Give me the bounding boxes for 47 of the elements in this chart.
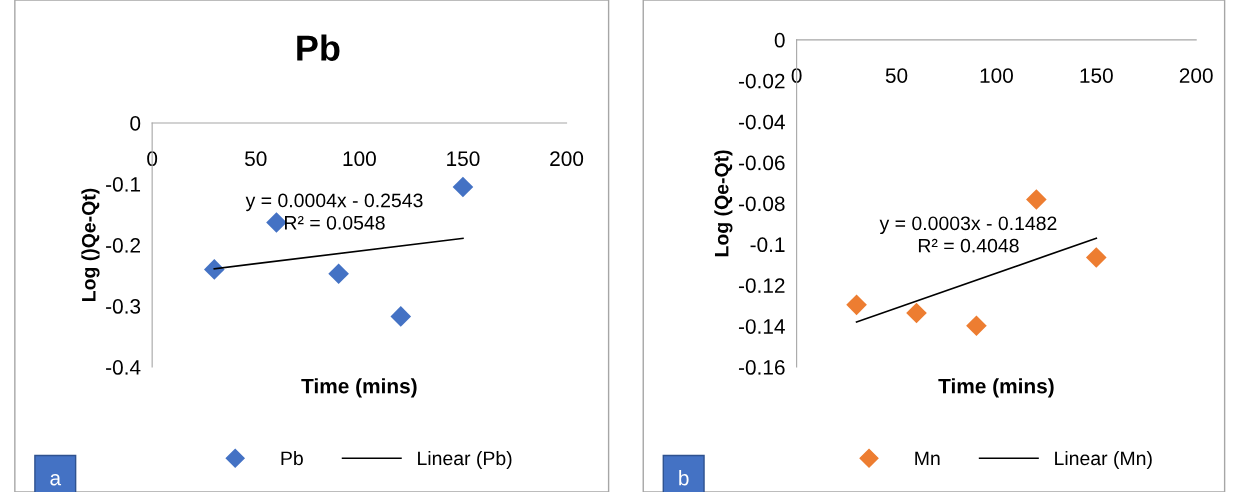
point [328,263,349,284]
y-tick-label: -0.06 [738,155,785,171]
legend-label: Linear (Mn) [1055,450,1152,470]
x-tick-label: 200 [1179,68,1213,83]
x-tick-label: 0 [791,68,802,83]
y-tick-label: -0.1 [106,177,141,192]
x-tick-label: 50 [885,68,908,83]
y-axis-title: Log (Qe-Qt) [714,150,733,257]
point [906,302,927,324]
y-tick-label: -0.04 [738,114,785,130]
x-tick-label: 0 [147,151,158,167]
point [846,294,867,316]
x-axis-title: Time (mins) [938,378,1054,398]
chart-title: Pb [297,34,340,61]
annotation: y = 0.0004x - 0.2543 R² = 0.0548 [245,193,423,230]
y-tick-label: -0.1 [750,237,785,253]
point [452,176,474,198]
annotation: y = 0.0003x - 0.1482 R² = 0.4048 [879,216,1057,253]
legend-label: Linear (Pb) [418,450,512,470]
text: a [50,474,62,486]
y-tick-label: -0.12 [738,278,785,293]
y-axis-title: Log ()Qe-Qt) [81,188,100,301]
x-tick-label: 200 [550,151,584,167]
point [390,306,412,327]
y-tick-label: 0 [774,32,785,48]
y-tick-label: 0 [130,116,141,131]
y-tick-label: -0.14 [738,319,785,334]
y-tick-label: -0.4 [106,360,141,375]
y-tick-label: -0.02 [738,73,785,89]
x-tick-label: 50 [245,151,267,167]
point [966,315,987,337]
point [1085,247,1107,268]
point [266,212,287,233]
point [1026,189,1047,210]
x-tick-label: 150 [447,151,480,167]
x-tick-label: 150 [1080,68,1113,83]
y-tick-label: -0.08 [738,196,785,212]
x-axis-title: Time (mins) [301,378,417,398]
legend-label: Pb [281,450,303,466]
text: b [679,470,689,486]
y-tick-label: -0.16 [738,360,785,375]
x-tick-label: 100 [343,151,376,167]
y-tick-label: -0.3 [106,299,141,314]
y-tick-label: -0.2 [106,238,140,253]
legend-label: Mn [915,451,940,466]
point [204,259,225,280]
x-tick-label: 100 [980,68,1013,83]
